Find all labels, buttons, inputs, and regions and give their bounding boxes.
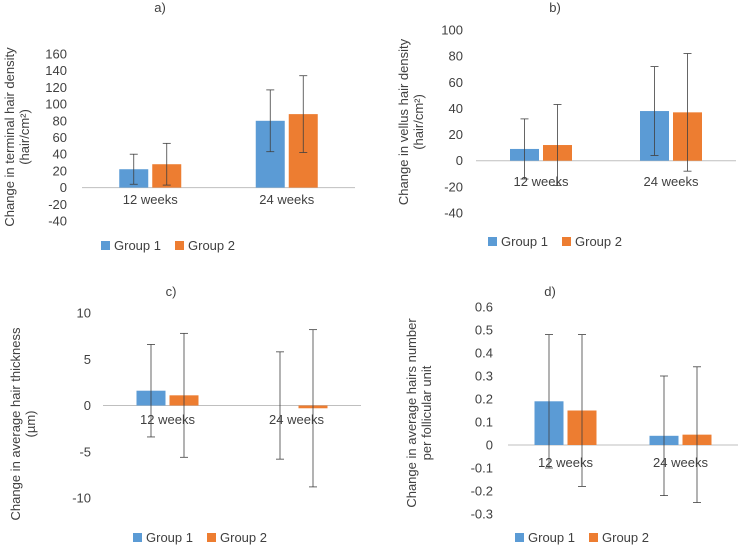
legend-label: Group 1 (501, 234, 548, 249)
y-tick-label: 100 (441, 23, 463, 38)
chart-panel-d: d) Change in average hairs numberper foll… (404, 284, 738, 545)
legend-swatch-group1 (488, 237, 497, 246)
chart-panel-b: b) Change in vellus hair density(hair/cm²… (396, 0, 736, 249)
y-tick-label: 5 (84, 352, 91, 367)
chart-panel-a: a) Change in terminal hair density(hair/c… (2, 0, 355, 253)
legend-swatch-group1 (133, 533, 142, 542)
y-tick-label: 60 (449, 75, 463, 90)
y-tick-label: -0.3 (471, 507, 493, 522)
y-axis-label-line: (hair/cm²) (411, 94, 426, 150)
y-tick-label: 80 (53, 113, 67, 128)
x-category-label: 24 weeks (269, 412, 324, 427)
legend-swatch-group2 (562, 237, 571, 246)
y-axis-label: Change in vellus hair density(hair/cm²) (396, 38, 426, 205)
y-tick-label: -10 (72, 491, 91, 506)
x-category-label: 12 weeks (140, 412, 195, 427)
y-tick-label: 40 (53, 147, 67, 162)
y-tick-label: 120 (45, 80, 67, 95)
panel-title: c) (166, 284, 177, 299)
legend-label: Group 2 (602, 530, 649, 545)
y-tick-label: 0.4 (475, 346, 493, 361)
y-tick-label: 0.5 (475, 323, 493, 338)
y-tick-label: 60 (53, 130, 67, 145)
legend-swatch-group1 (101, 241, 110, 250)
y-tick-label: 40 (449, 101, 463, 116)
legend-swatch-group2 (207, 533, 216, 542)
legend-swatch-group2 (175, 241, 184, 250)
y-axis-label-line: Change in terminal hair density (2, 47, 17, 227)
legend-label: Group 1 (114, 238, 161, 253)
y-axis-label-line: Change in average hair thickness (8, 327, 23, 520)
panel-title: a) (154, 0, 166, 15)
y-tick-label: 0 (60, 180, 67, 195)
x-category-label: 12 weeks (538, 455, 593, 470)
y-axis-label-line: (µm) (23, 411, 38, 438)
y-tick-label: 0.6 (475, 300, 493, 315)
y-axis-label-line: Change in vellus hair density (396, 38, 411, 205)
y-tick-label: 20 (53, 163, 67, 178)
y-tick-label: 0 (84, 398, 91, 413)
y-axis-label: Change in average hairs numberper follic… (404, 318, 434, 508)
panel-title: d) (544, 284, 556, 299)
legend-swatch-group1 (515, 533, 524, 542)
legend-label: Group 2 (188, 238, 235, 253)
y-tick-label: -5 (79, 444, 91, 459)
x-category-label: 12 weeks (514, 174, 569, 189)
y-axis-label: Change in terminal hair density(hair/cm²… (2, 47, 32, 227)
panel-title: b) (549, 0, 561, 15)
y-axis-label-line: Change in average hairs number (404, 318, 419, 508)
y-tick-label: 160 (45, 47, 67, 62)
y-tick-label: -40 (48, 214, 67, 229)
y-tick-label: -20 (444, 179, 463, 194)
y-tick-label: 10 (77, 306, 91, 321)
x-category-label: 24 weeks (653, 455, 708, 470)
x-category-label: 24 weeks (644, 174, 699, 189)
y-tick-label: -40 (444, 206, 463, 221)
x-category-label: 12 weeks (123, 192, 178, 207)
y-tick-label: 0.1 (475, 415, 493, 430)
x-category-label: 24 weeks (259, 192, 314, 207)
y-axis-label-line: per follicular unit (419, 365, 434, 460)
legend-label: Group 1 (528, 530, 575, 545)
y-tick-label: 20 (449, 127, 463, 142)
y-tick-label: 0.3 (475, 369, 493, 384)
y-tick-label: 100 (45, 97, 67, 112)
y-tick-label: -0.2 (471, 484, 493, 499)
y-tick-label: 0 (486, 438, 493, 453)
y-tick-label: -0.1 (471, 461, 493, 476)
y-tick-label: 140 (45, 63, 67, 78)
y-tick-label: -20 (48, 197, 67, 212)
legend-label: Group 2 (575, 234, 622, 249)
legend-label: Group 1 (146, 530, 193, 545)
legend-swatch-group2 (589, 533, 598, 542)
y-tick-label: 80 (449, 49, 463, 64)
y-axis-label-line: (hair/cm²) (17, 109, 32, 165)
y-tick-label: 0.2 (475, 392, 493, 407)
legend-label: Group 2 (220, 530, 267, 545)
chart-panel-c: c) Change in average hair thickness(µm) -1… (8, 284, 361, 545)
y-axis-label: Change in average hair thickness(µm) (8, 327, 38, 520)
y-tick-label: 0 (456, 153, 463, 168)
